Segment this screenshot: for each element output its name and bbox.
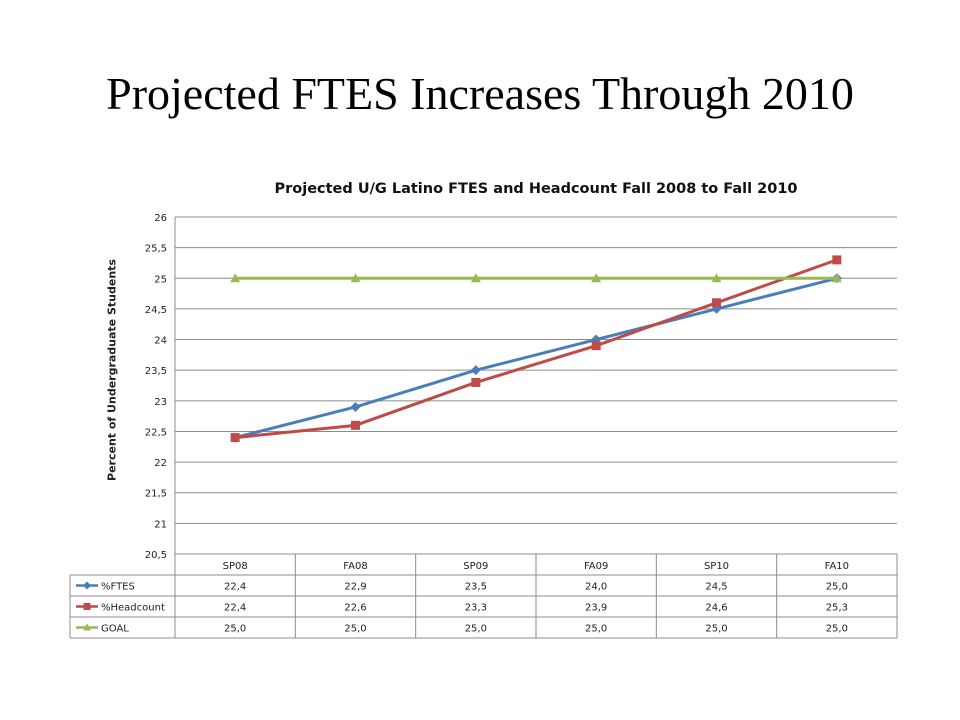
data-point [83, 623, 91, 631]
data-point [230, 273, 241, 283]
data-point [351, 420, 360, 430]
series-ftes [230, 273, 842, 443]
data-point [591, 273, 602, 283]
y-tick-label: 20,5 [145, 550, 167, 561]
table-cell: 25,0 [344, 624, 366, 635]
legend-label: %FTES [101, 582, 135, 593]
data-point [470, 365, 481, 376]
x-tick-label: SP10 [704, 561, 729, 572]
data-point [832, 255, 842, 265]
gridlines [174, 216, 897, 555]
y-tick-label: 26 [154, 213, 167, 224]
data-point [471, 377, 481, 387]
data-point [350, 401, 361, 412]
y-tick-label: 24 [154, 336, 167, 347]
data-point [470, 273, 481, 283]
table-cell: 25,3 [826, 603, 848, 614]
table-cell: 23,9 [585, 603, 607, 614]
table-cell: 25,0 [465, 624, 487, 635]
data-point [712, 298, 721, 308]
data-point [711, 273, 722, 283]
data-point [350, 273, 361, 283]
y-axis-ticks: 20,5 21 21,5 22 22,5 23 23,5 24 24,5 25 25,5 26 [145, 213, 167, 561]
x-tick-label: FA09 [584, 561, 608, 572]
table-cell: 23,5 [465, 582, 487, 593]
table-cell: 25,0 [826, 624, 848, 635]
y-tick-label: 25,5 [145, 244, 167, 255]
x-tick-label: SP09 [463, 561, 488, 572]
data-point [831, 273, 842, 283]
table-cell: 25,0 [224, 624, 246, 635]
table-cell: 22,4 [224, 582, 246, 593]
chart-title: Projected U/G Latino FTES and Headcount … [274, 181, 798, 197]
legend-label: %Headcount [101, 603, 165, 614]
y-tick-label: 22 [154, 458, 167, 469]
y-tick-label: 21,5 [145, 489, 167, 500]
table-cell: 23,3 [465, 603, 487, 614]
y-tick-label: 23,5 [145, 366, 167, 377]
table-cell: 24,6 [705, 603, 727, 614]
data-point [83, 603, 91, 610]
table-cell: 25,0 [705, 624, 727, 635]
x-tick-label: FA08 [343, 561, 367, 572]
slide-title: Projected FTES Increases Through 2010 [106, 68, 854, 119]
y-tick-label: 25 [154, 274, 167, 285]
table-cell: 22,6 [344, 603, 366, 614]
x-tick-label: SP08 [223, 561, 248, 572]
series-line [235, 258, 838, 440]
data-point [230, 433, 240, 443]
table-cell: 25,0 [826, 582, 848, 593]
legend-label: GOAL [101, 624, 129, 635]
data-point [83, 581, 91, 590]
x-tick-label: FA10 [825, 561, 849, 572]
table-cell: 24,0 [585, 582, 607, 593]
y-tick-label: 24,5 [145, 305, 167, 316]
series-line [234, 276, 838, 440]
series-goal [230, 273, 842, 283]
table-cell: 25,0 [585, 624, 607, 635]
table-cell: 22,9 [344, 582, 366, 593]
y-tick-label: 22,5 [145, 427, 167, 438]
table-cell: 24,5 [705, 582, 727, 593]
series-lines [230, 255, 842, 443]
data-point [591, 341, 601, 351]
series-headcount [230, 255, 842, 443]
y-tick-label: 23 [154, 397, 167, 408]
table-cell: 22,4 [224, 603, 246, 614]
y-tick-label: 21 [154, 519, 167, 530]
data-table: SP08 FA08 SP09 FA09 SP10 FA10 %FTES 22,4 22,9 23,… [69, 553, 898, 639]
